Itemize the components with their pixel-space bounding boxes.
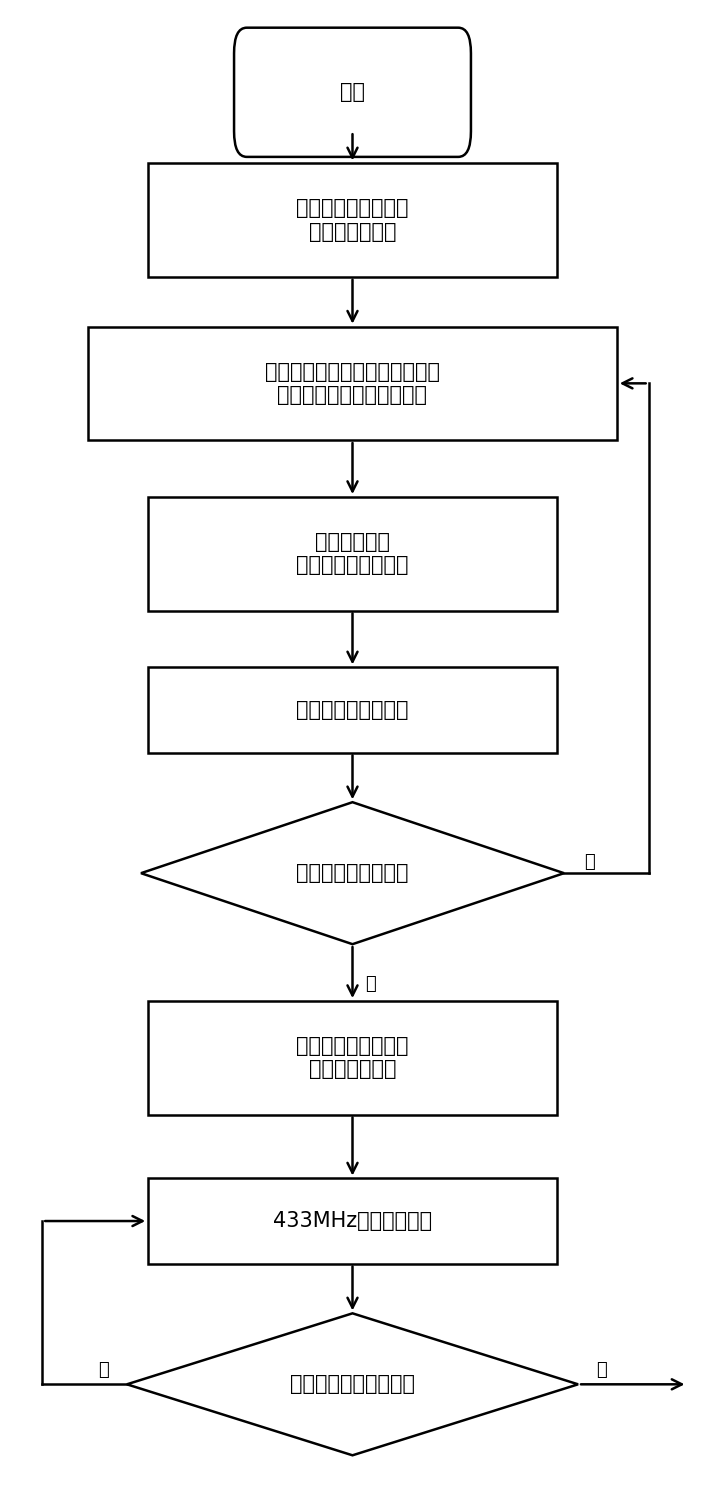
Text: 是: 是 — [596, 1361, 606, 1379]
Bar — [148, 667, 557, 752]
FancyBboxPatch shape — [234, 27, 471, 157]
Text: 数据预处理，
提取肌电信号的特征: 数据预处理， 提取肌电信号的特征 — [296, 533, 409, 575]
Bar — [88, 327, 617, 439]
Text: 正确佩戴肌电传感器
与参考电极贴片: 正确佩戴肌电传感器 与参考电极贴片 — [296, 199, 409, 242]
Text: 采集肌电信号，并将采集到的肌
电信号发送至信号处理装置: 采集肌电信号，并将采集到的肌 电信号发送至信号处理装置 — [265, 361, 440, 405]
Text: 433MHz无线通信发送: 433MHz无线通信发送 — [273, 1212, 432, 1231]
Bar — [148, 497, 557, 611]
Text: 是否能识别肌电信号: 是否能识别肌电信号 — [296, 864, 409, 883]
Polygon shape — [141, 802, 564, 944]
Text: 识别相应的肌电信号
转换为定义字符: 识别相应的肌电信号 转换为定义字符 — [296, 1035, 409, 1079]
Text: 开始: 开始 — [340, 83, 365, 102]
Bar — [148, 1178, 557, 1264]
Text: 肌电信号是否发生改变: 肌电信号是否发生改变 — [290, 1374, 415, 1394]
Text: 否: 否 — [584, 853, 594, 871]
Text: 是: 是 — [364, 975, 376, 993]
Polygon shape — [127, 1314, 578, 1455]
Text: 否: 否 — [99, 1361, 109, 1379]
Bar — [148, 163, 557, 277]
Bar — [148, 1001, 557, 1115]
Text: 分类器进行动作分类: 分类器进行动作分类 — [296, 700, 409, 719]
